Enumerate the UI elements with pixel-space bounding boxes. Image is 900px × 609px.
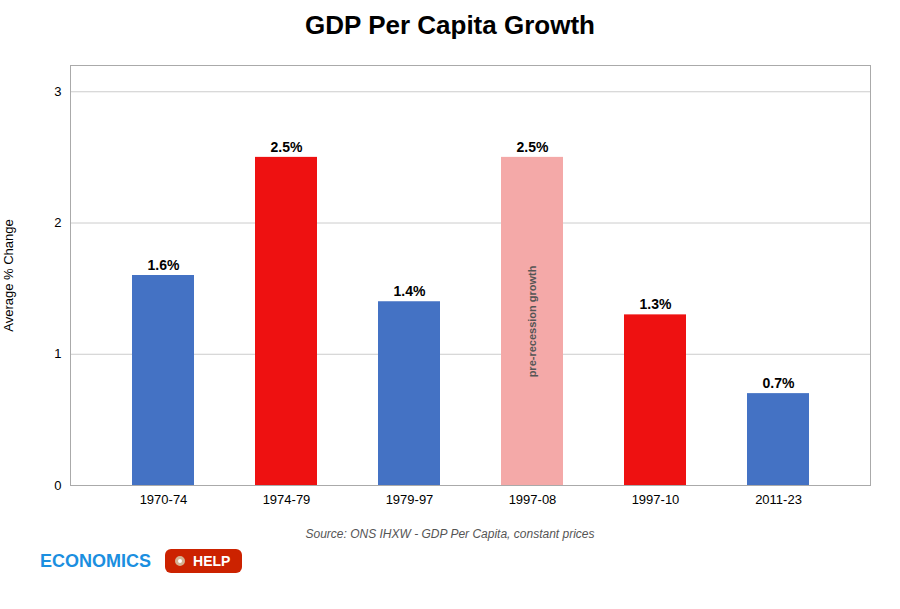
svg-text:3: 3 bbox=[54, 84, 61, 99]
svg-text:1974-79: 1974-79 bbox=[263, 492, 311, 507]
svg-text:2.5%: 2.5% bbox=[517, 139, 549, 155]
svg-text:1.6%: 1.6% bbox=[148, 257, 180, 273]
html-text:GDP Per Capita Growth: GDP Per Capita Growth bbox=[305, 10, 595, 40]
svg-text:2011-23: 2011-23 bbox=[755, 492, 802, 507]
svg-text:1.4%: 1.4% bbox=[394, 283, 426, 299]
html-text:ECONOMICS: ECONOMICS bbox=[40, 550, 151, 571]
svg-text:pre-recession growth: pre-recession growth bbox=[526, 265, 538, 377]
html-text:HELP: HELP bbox=[193, 553, 231, 569]
html-text:Source: ONS IHXW - GDP Per Cap: Source: ONS IHXW - GDP Per Capita, const… bbox=[305, 527, 595, 541]
svg-text:2.5%: 2.5% bbox=[271, 139, 303, 155]
svg-text:0.7%: 0.7% bbox=[763, 375, 795, 391]
svg-text:2: 2 bbox=[54, 215, 61, 230]
svg-text:1.3%: 1.3% bbox=[640, 296, 672, 312]
svg-text:1979-97: 1979-97 bbox=[386, 492, 434, 507]
svg-text:0: 0 bbox=[54, 478, 61, 493]
svg-text:1997-08: 1997-08 bbox=[509, 492, 557, 507]
svg-text:1997-10: 1997-10 bbox=[632, 492, 680, 507]
svg-text:1: 1 bbox=[54, 346, 61, 361]
svg-text:Average % Change: Average % Change bbox=[1, 219, 16, 332]
svg-text:1970-74: 1970-74 bbox=[140, 492, 188, 507]
